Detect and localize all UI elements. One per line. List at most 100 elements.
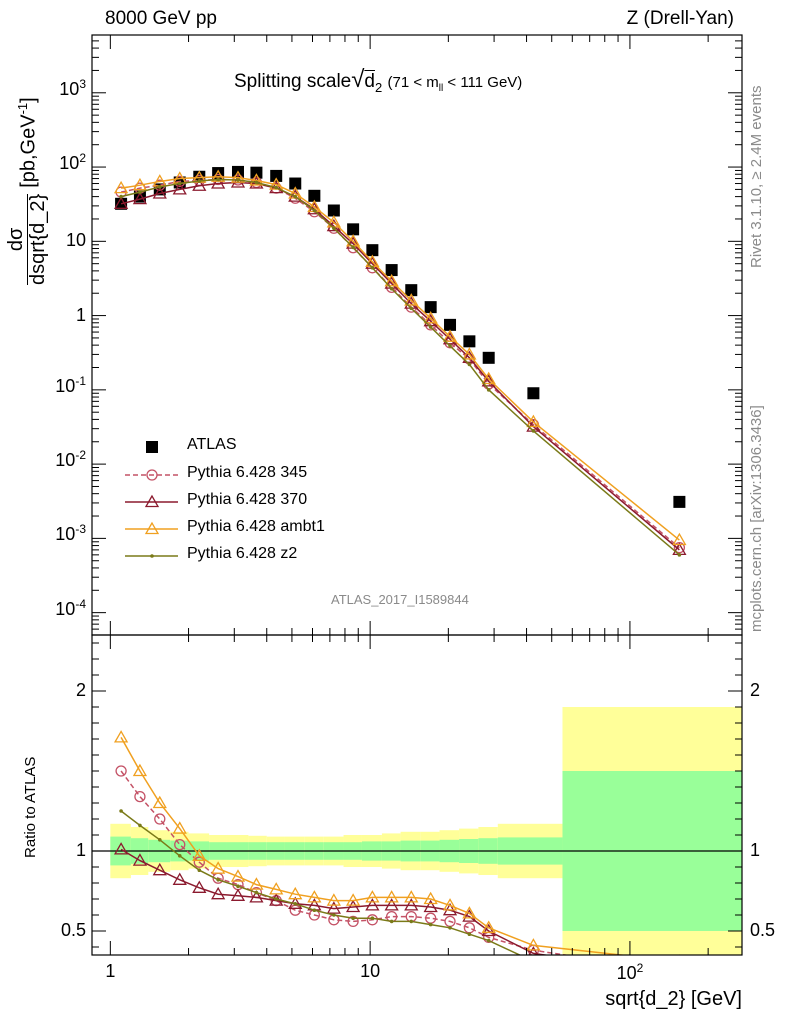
mcplots-label: mcplots.cern.ch [arXiv:1306.3436] xyxy=(748,405,765,632)
y-label-numerator: dσ xyxy=(5,227,27,252)
ratio-y-tick-label-right: 0.5 xyxy=(750,920,776,940)
point-z2 xyxy=(389,286,394,291)
legend-marker-ambt1 xyxy=(144,521,160,535)
point-z2 xyxy=(216,878,220,882)
point-p370 xyxy=(172,182,187,195)
point-ambt1 xyxy=(462,347,477,360)
series-line-ambt1 xyxy=(120,737,628,955)
point-z2 xyxy=(312,908,317,912)
point-p370 xyxy=(423,899,438,913)
point-atlas xyxy=(347,223,360,236)
point-ambt1 xyxy=(288,886,303,900)
point-z2 xyxy=(678,977,682,981)
y-tick-label: 10-3 xyxy=(55,522,86,545)
point-p370 xyxy=(192,178,207,191)
point-atlas xyxy=(463,335,476,348)
point-atlas xyxy=(673,495,686,508)
point-ambt1 xyxy=(345,893,361,906)
point-ambt1 xyxy=(481,371,496,385)
point-p345 xyxy=(174,838,186,851)
point-p370 xyxy=(384,898,399,911)
point-ambt1 xyxy=(249,877,264,890)
axis-ticks xyxy=(92,34,742,955)
point-ambt1 xyxy=(192,848,207,861)
point-z2 xyxy=(177,181,182,186)
point-z2 xyxy=(370,265,375,270)
point-z2 xyxy=(254,180,259,185)
point-ambt1 xyxy=(442,329,458,342)
legend-marker-p345 xyxy=(146,469,158,481)
point-p370 xyxy=(230,888,246,901)
panel-frames xyxy=(91,34,743,956)
point-ambt1 xyxy=(442,898,458,911)
ratio-y-tick-label: 0.5 xyxy=(60,920,86,940)
header-right-label: Z (Drell-Yan) xyxy=(626,8,734,29)
point-z2 xyxy=(428,922,433,927)
point-z2 xyxy=(428,325,433,329)
point-p370 xyxy=(152,186,167,199)
legend-item-p345: Pythia 6.428 345 xyxy=(187,464,308,481)
main-series-layer xyxy=(113,165,687,557)
point-atlas xyxy=(366,244,379,257)
point-ambt1 xyxy=(172,821,187,834)
point-z2 xyxy=(197,179,202,183)
point-atlas xyxy=(289,177,302,190)
legend-markers xyxy=(125,441,178,558)
title-sqrt-symbol: √ xyxy=(351,66,365,93)
legend-item-p370: Pythia 6.428 370 xyxy=(187,491,308,508)
title-range-post: < 111 GeV) xyxy=(443,74,523,91)
point-p370 xyxy=(152,862,167,876)
point-ambt1 xyxy=(132,177,148,191)
point-z2 xyxy=(157,838,162,842)
legend-marker-p370 xyxy=(144,494,160,508)
point-z2 xyxy=(274,185,279,190)
series-line-p345 xyxy=(120,770,570,955)
point-z2 xyxy=(236,884,240,888)
point-atlas xyxy=(308,189,321,202)
point-z2 xyxy=(448,344,452,348)
point-atlas xyxy=(327,204,340,217)
point-z2 xyxy=(157,185,162,189)
series-line-z2 xyxy=(120,810,522,955)
series-line-z2 xyxy=(120,178,680,556)
point-z2 xyxy=(138,823,142,828)
x-tick-label: 1 xyxy=(105,961,116,981)
point-ambt1 xyxy=(404,890,419,903)
point-z2 xyxy=(274,897,279,901)
point-z2 xyxy=(448,926,452,930)
ratio-series-layer xyxy=(113,730,682,981)
y-label-denominator: dsqrt{d_2} xyxy=(27,193,49,285)
point-z2 xyxy=(332,913,336,917)
y-axis-label-ratio: Ratio to ATLAS xyxy=(22,756,39,858)
ratio-frame xyxy=(91,634,743,956)
point-z2 xyxy=(409,306,414,311)
point-ambt1 xyxy=(113,180,129,194)
point-z2 xyxy=(351,245,355,250)
ratio-y-tick-label: 1 xyxy=(75,840,86,860)
legend-item-atlas: ATLAS xyxy=(187,436,237,453)
point-p370 xyxy=(481,374,496,387)
point-ambt1 xyxy=(462,906,477,919)
point-z2 xyxy=(312,208,317,213)
y-tick-label: 10-4 xyxy=(55,596,86,619)
point-z2 xyxy=(389,919,394,924)
x-tick-label: 102 xyxy=(616,961,644,983)
y-tick-label: 102 xyxy=(59,151,86,174)
header-left-label: 8000 GeV pp xyxy=(105,8,217,29)
point-z2 xyxy=(467,362,472,367)
point-p370 xyxy=(345,899,361,913)
point-z2 xyxy=(236,178,240,182)
point-ambt1 xyxy=(269,882,284,895)
y-tick-label: 1 xyxy=(75,304,86,325)
ratio-y-tick-label: 2 xyxy=(75,680,86,700)
legend-marker-z2 xyxy=(150,554,154,558)
y-axis-label-main: dσ dsqrt{d_2} [pb,GeV-1] xyxy=(5,97,49,285)
point-p370 xyxy=(249,890,264,903)
point-p345 xyxy=(154,813,166,825)
legend-marker-atlas xyxy=(146,441,158,453)
point-ambt1 xyxy=(152,795,167,809)
point-p370 xyxy=(365,898,380,911)
y-label-unit-pre: [pb,GeV xyxy=(17,114,40,188)
point-atlas xyxy=(250,166,263,179)
